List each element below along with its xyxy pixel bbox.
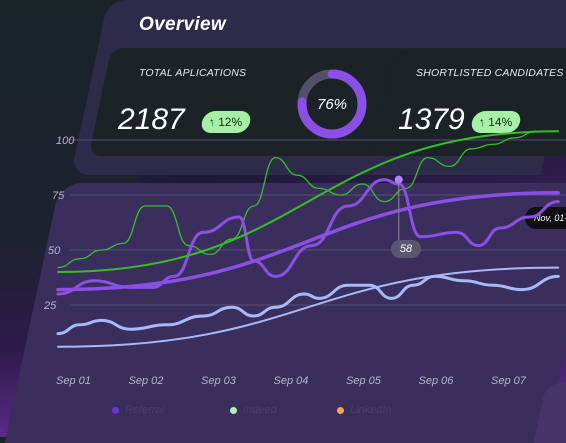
date-range-pill[interactable]: Nov, 01- bbox=[525, 207, 566, 229]
shortlisted-label: SHORTLISTED CANDIDATES bbox=[416, 67, 564, 79]
series-line bbox=[56, 178, 560, 296]
legend-linkedin-label: LinkedIn bbox=[350, 404, 392, 416]
trend-line bbox=[57, 130, 560, 273]
total-applications-label: TOTAL APLICATIONS bbox=[139, 67, 247, 79]
total-applications-value: 2187 bbox=[118, 103, 185, 136]
trend-line bbox=[57, 266, 560, 348]
chart-tooltip: 58 bbox=[391, 240, 421, 258]
x-tick-label: Sep 07 bbox=[491, 375, 527, 387]
series-line bbox=[56, 274, 560, 336]
applications-donut-chart bbox=[297, 69, 367, 139]
legend-referral-label: Referral bbox=[125, 404, 165, 416]
y-tick-label: 25 bbox=[43, 300, 57, 312]
trend-line bbox=[56, 191, 560, 292]
x-tick-label: Sep 04 bbox=[274, 375, 309, 387]
legend-indeed[interactable]: Indeed bbox=[230, 404, 277, 416]
legend-referral-dot bbox=[112, 406, 119, 414]
x-tick-label: Sep 02 bbox=[129, 375, 164, 387]
x-tick-label: Sep 06 bbox=[419, 375, 455, 387]
donut-percent-label: 76% bbox=[316, 95, 348, 113]
x-tick-label: Sep 01 bbox=[56, 375, 91, 387]
y-tick-label: 50 bbox=[48, 245, 61, 257]
y-tick-label: 75 bbox=[52, 190, 65, 202]
x-tick-label: Sep 03 bbox=[201, 375, 237, 387]
y-tick-label: 100 bbox=[56, 135, 75, 147]
page-title: Overview bbox=[139, 14, 226, 35]
legend-linkedin[interactable]: LinkedIn bbox=[337, 404, 392, 416]
series-line bbox=[57, 130, 538, 269]
legend-indeed-dot bbox=[230, 406, 237, 414]
legend-referral[interactable]: Referral bbox=[112, 404, 164, 416]
shortlisted-value: 1379 bbox=[398, 103, 465, 136]
x-tick-label: Sep 05 bbox=[346, 375, 382, 387]
legend-indeed-label: Indeed bbox=[243, 404, 277, 416]
legend-linkedin-dot bbox=[337, 406, 344, 414]
donut-arc bbox=[297, 69, 367, 139]
